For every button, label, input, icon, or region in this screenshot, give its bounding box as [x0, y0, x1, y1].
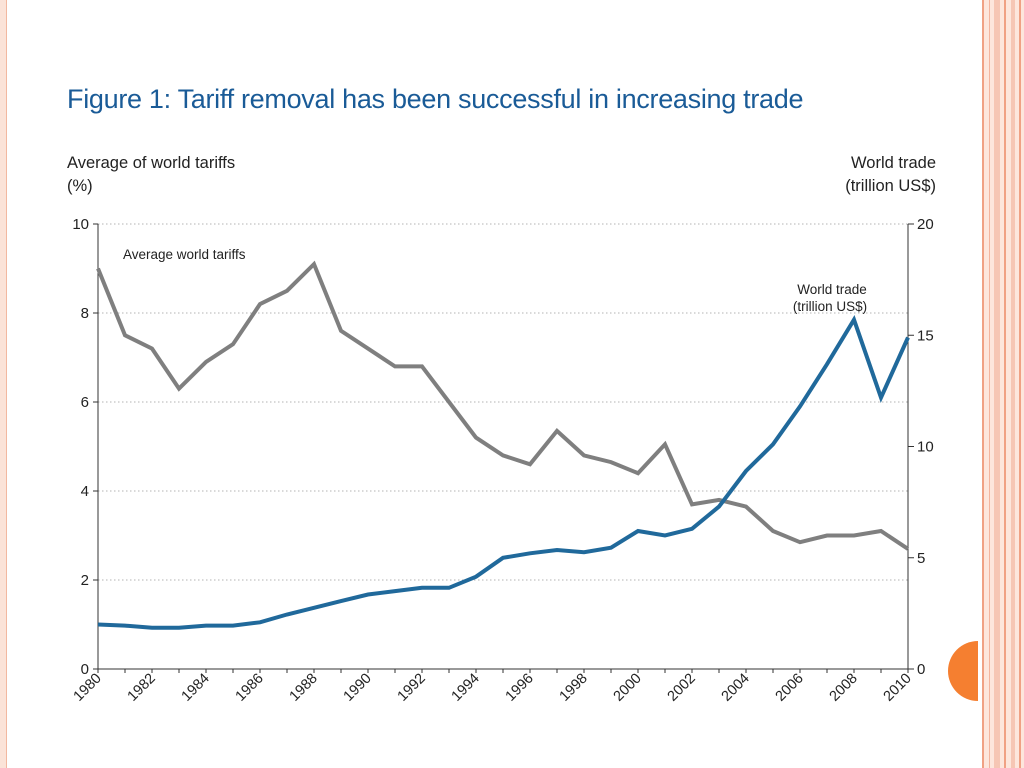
figure-title: Figure 1: Tariff removal has been succes…	[67, 84, 804, 114]
left-axis-tick-label: 10	[72, 216, 89, 233]
x-axis-tick-label: 1990	[341, 671, 375, 705]
right-axis-label-line2: (trillion US$)	[845, 177, 936, 195]
border-stripe	[1011, 0, 1015, 768]
border-stripe	[989, 0, 990, 768]
left-axis-label-line1: Average of world tariffs	[67, 154, 236, 172]
x-axis-tick-label: 2004	[719, 671, 753, 705]
right-axis-tick-label: 0	[917, 661, 925, 678]
left-axis-tick-label: 8	[81, 305, 89, 322]
world-trade-series-label: World trade	[797, 282, 867, 297]
x-axis-tick-label: 1982	[125, 671, 159, 705]
world-trade-series-line	[97, 315, 910, 630]
right-axis-tick-label: 10	[917, 439, 934, 456]
x-axis-tick-label: 2010	[881, 671, 915, 705]
border-stripe	[1019, 0, 1021, 768]
right-axis-tick-label: 15	[917, 327, 934, 344]
left-axis-tick-label: 0	[81, 661, 89, 678]
border-stripe	[982, 0, 984, 768]
slide-left-border	[0, 0, 7, 768]
x-axis-tick-label: 1996	[503, 671, 537, 705]
left-axis-label-line2: (%)	[67, 177, 93, 195]
x-axis-tick-label: 1998	[557, 671, 591, 705]
x-axis-tick-label: 2008	[827, 671, 861, 705]
left-axis-label: Average of world tariffs (%)	[67, 152, 235, 198]
border-stripe	[994, 0, 1000, 768]
left-axis-tick-label: 2	[81, 572, 89, 589]
world-trade-series-label-unit: (trillion US$)	[793, 299, 867, 314]
left-axis-tick-label: 6	[81, 394, 89, 411]
x-axis-tick-label: 1992	[395, 671, 429, 705]
border-stripe	[1004, 0, 1006, 768]
x-axis-tick-label: 2000	[611, 671, 645, 705]
x-axis-tick-label: 2002	[665, 671, 699, 705]
tariffs-series-line	[96, 260, 910, 551]
x-axis-tick-label: 1986	[233, 671, 267, 705]
x-axis-tick-label: 1984	[179, 671, 213, 705]
x-axis-tick-label: 1994	[449, 671, 483, 705]
tariffs-series-label: Average world tariffs	[123, 247, 246, 262]
right-axis-tick-label: 20	[917, 216, 934, 233]
right-axis-label-line1: World trade	[851, 154, 936, 172]
x-axis-tick-label: 1988	[287, 671, 321, 705]
x-axis-tick-label: 2006	[773, 671, 807, 705]
left-axis-tick-label: 4	[81, 483, 89, 500]
right-axis-label: World trade (trillion US$)	[845, 152, 936, 198]
x-axis-tick-label: 1980	[71, 671, 105, 705]
right-axis-tick-label: 5	[917, 550, 925, 567]
